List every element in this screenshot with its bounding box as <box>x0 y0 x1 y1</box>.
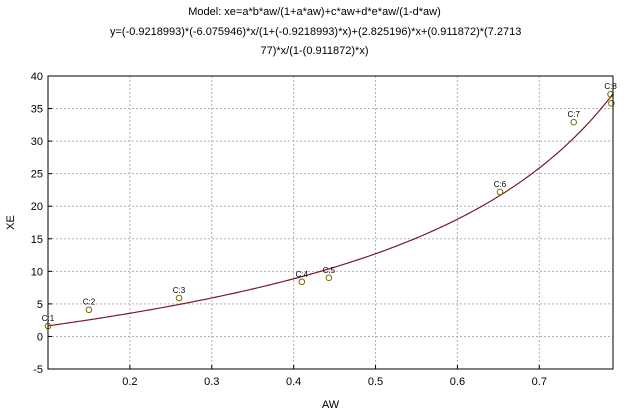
data-points-group: C:1C:2C:3C:4 C:5C:6C:7C:8 <box>42 82 617 330</box>
fitted-curve <box>47 93 614 327</box>
data-point-label: C:6 <box>494 180 507 189</box>
x-tick-label: 0.5 <box>368 376 383 388</box>
data-point-label: C:4 <box>296 270 309 279</box>
x-tick-label: 0.4 <box>286 376 301 388</box>
chart-title-line-2: y=(-0.9218993)*(-6.075946)*x/(1+(-0.9218… <box>110 26 522 38</box>
chart-title-line-1: Model: xe=a*b*aw/(1+a*aw)+c*aw+d*e*aw/(1… <box>188 6 441 18</box>
data-point <box>570 118 577 126</box>
y-tick-label: 15 <box>31 234 43 246</box>
x-tick-label: 0.7 <box>532 376 547 388</box>
data-point-label: C:3 <box>173 286 186 295</box>
grid-lines <box>48 76 613 369</box>
fitted-curve-group <box>47 93 614 327</box>
x-tick-label: 0.2 <box>122 376 137 388</box>
data-point <box>85 306 93 314</box>
y-tick-label: 40 <box>31 71 43 83</box>
data-point-label: C:8 <box>604 82 617 91</box>
x-axis-label: AW <box>322 399 340 411</box>
x-tick-label: 0.3 <box>204 376 219 388</box>
y-tick-label: 0 <box>37 331 43 343</box>
y-tick-label: 25 <box>31 169 43 181</box>
y-tick-label: 35 <box>31 104 43 116</box>
data-point-label: C:2 <box>83 298 96 307</box>
data-point <box>298 278 306 286</box>
plot-frame <box>47 75 614 370</box>
data-point-label: C:7 <box>567 110 580 119</box>
y-tick-label: -5 <box>33 364 43 376</box>
data-point <box>175 294 183 302</box>
data-point-label: C:5 <box>323 266 336 275</box>
y-axis-label: XE <box>5 215 17 230</box>
data-point <box>496 188 504 196</box>
y-tick-label: 5 <box>37 299 43 311</box>
y-tick-label: 30 <box>31 136 43 148</box>
x-axis-ticks: 0.2 0.3 0.4 0.5 0.6 0.7 <box>122 365 547 388</box>
y-axis-ticks: -5 0 5 10 15 20 25 30 35 40 <box>31 71 52 376</box>
y-tick-label: 10 <box>31 266 43 278</box>
chart-title-line-3: 77)*x/(1-(0.911872)*x) <box>260 45 369 57</box>
y-tick-label: 20 <box>31 201 43 213</box>
x-tick-label: 0.6 <box>450 376 465 388</box>
data-point <box>608 100 615 107</box>
data-point <box>325 274 333 282</box>
